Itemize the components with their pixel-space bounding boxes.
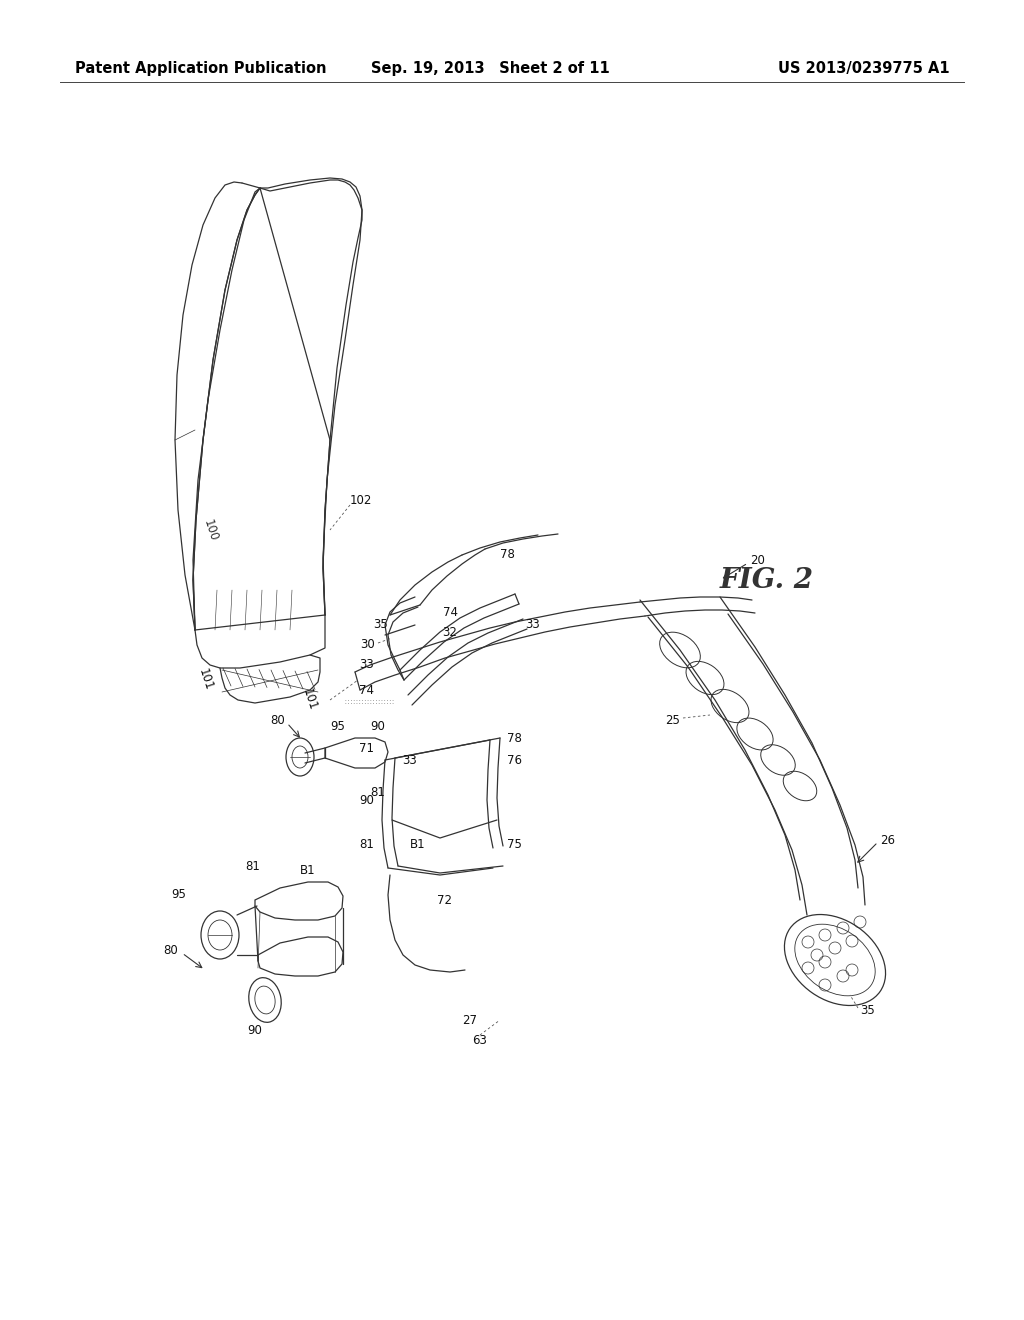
Text: 95: 95 [171,888,186,902]
Text: 27: 27 [463,1014,477,1027]
Text: 35: 35 [860,1003,874,1016]
Text: 20: 20 [750,553,765,566]
Text: Patent Application Publication: Patent Application Publication [75,61,327,75]
Text: 90: 90 [370,721,385,734]
Text: 78: 78 [500,549,515,561]
Text: FIG. 2: FIG. 2 [720,566,814,594]
Text: 74: 74 [359,684,374,697]
Text: 25: 25 [666,714,680,726]
Text: 35: 35 [374,619,388,631]
Text: 95: 95 [330,721,345,734]
Text: US 2013/0239775 A1: US 2013/0239775 A1 [778,61,950,75]
Text: 101: 101 [196,668,215,693]
Text: 80: 80 [163,944,178,957]
Text: B1: B1 [300,863,315,876]
Text: 81: 81 [370,785,385,799]
Text: 90: 90 [359,793,374,807]
Text: 81: 81 [245,861,260,874]
Text: 90: 90 [248,1023,262,1036]
Text: 30: 30 [360,639,375,652]
Text: 78: 78 [507,731,522,744]
Text: 32: 32 [442,627,457,639]
Text: 26: 26 [880,833,895,846]
Text: B1: B1 [410,838,426,851]
Text: 33: 33 [402,754,417,767]
Text: 76: 76 [507,754,522,767]
Text: 75: 75 [507,838,522,851]
Text: 71: 71 [359,742,374,755]
Text: Sep. 19, 2013 Sheet 2 of 11: Sep. 19, 2013 Sheet 2 of 11 [371,61,609,75]
Text: 100: 100 [201,517,219,543]
Text: 72: 72 [437,894,453,907]
Text: 33: 33 [359,659,374,672]
Text: 80: 80 [270,714,285,726]
Text: 74: 74 [443,606,458,619]
Text: 33: 33 [525,619,541,631]
Text: 81: 81 [359,838,374,851]
Text: 102: 102 [350,494,373,507]
Text: 101: 101 [300,688,319,713]
Text: 63: 63 [472,1034,487,1047]
